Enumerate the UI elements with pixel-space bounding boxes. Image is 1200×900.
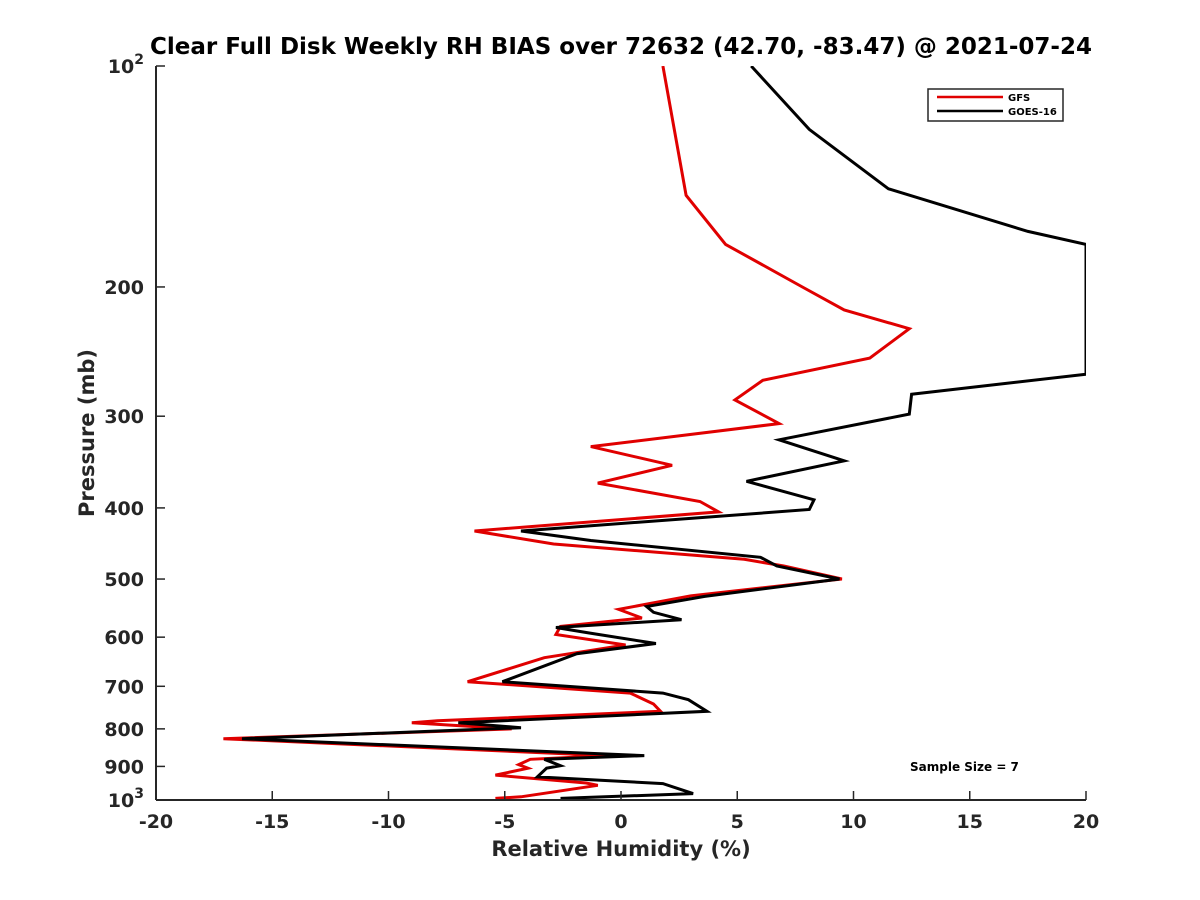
plot-area <box>223 66 1086 800</box>
y-tick-label: 800 <box>104 719 144 741</box>
legend-box <box>927 88 1064 122</box>
y-ticks: 102 200 300 400 500 600 700 800 900 103 <box>104 52 165 812</box>
y-tick-label: 103 <box>108 786 144 812</box>
y-tick-label: 102 <box>108 52 144 78</box>
y-axis-label: Pressure (mb) <box>75 349 99 517</box>
x-tick-label: 15 <box>957 811 983 833</box>
x-tick-label: 10 <box>840 811 866 833</box>
x-tick-label: 5 <box>731 811 744 833</box>
x-tick-label: -5 <box>494 811 515 833</box>
chart-title: Clear Full Disk Weekly RH BIAS over 7263… <box>150 34 1092 60</box>
y-tick-label: 600 <box>104 627 144 649</box>
series-line-goes16 <box>241 66 1086 800</box>
x-tick-label: 0 <box>614 811 627 833</box>
sample-size-annotation: Sample Size = 7 <box>910 760 1019 774</box>
series-line-gfs <box>223 66 913 800</box>
legend-label-goes16: GOES-16 <box>1008 107 1057 118</box>
x-ticks: -20 -15 -10 -5 0 5 10 15 20 <box>139 791 1099 833</box>
x-axis-label: Relative Humidity (%) <box>491 837 750 861</box>
x-tick-label: 20 <box>1073 811 1099 833</box>
x-tick-label: -20 <box>139 811 173 833</box>
legend-label-gfs: GFS <box>1008 93 1030 104</box>
y-tick-label: 700 <box>104 676 144 698</box>
y-tick-label: 500 <box>104 569 144 591</box>
y-tick-label: 400 <box>104 498 144 520</box>
x-tick-label: -10 <box>371 811 405 833</box>
legend: GFS GOES-16 <box>927 88 1064 122</box>
y-tick-label: 200 <box>104 277 144 299</box>
x-tick-label: -15 <box>255 811 289 833</box>
y-tick-label: 300 <box>104 406 144 428</box>
y-tick-label: 900 <box>104 756 144 778</box>
